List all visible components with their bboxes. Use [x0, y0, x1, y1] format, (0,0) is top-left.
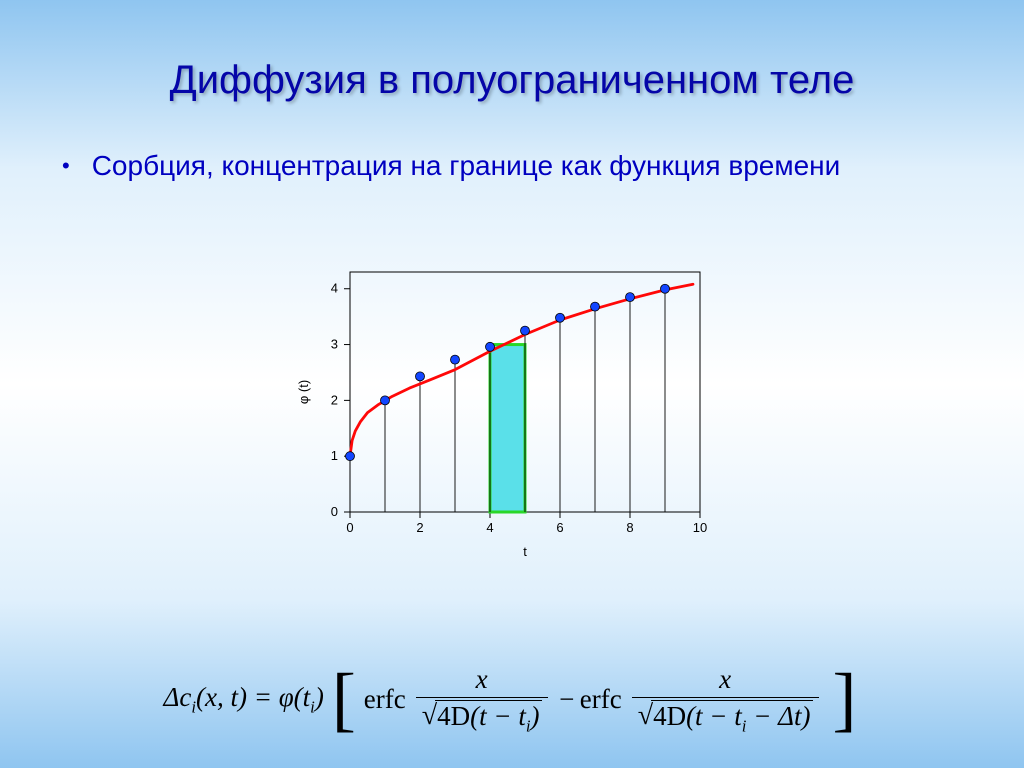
bullet-text: Сорбция, концентрация на границе как фун… [92, 147, 841, 185]
svg-text:t: t [523, 544, 527, 559]
svg-text:4: 4 [331, 281, 338, 296]
right-bracket: ] [829, 667, 861, 732]
bullet-item: • Сорбция, концентрация на границе как ф… [62, 147, 1024, 185]
formula-lhs: Δci(x, t) = φ(ti) [164, 682, 324, 717]
chart-container: 0 2 4 6 8 10 0 1 2 3 4 t φ (t) [280, 262, 740, 562]
svg-text:3: 3 [331, 337, 338, 352]
erfc-1: erfc [364, 684, 406, 715]
formula-container: Δci(x, t) = φ(ti) [ erfc x √4D(t − ti) −… [0, 664, 1024, 736]
formula: Δci(x, t) = φ(ti) [ erfc x √4D(t − ti) −… [164, 664, 861, 736]
svg-text:10: 10 [693, 520, 707, 535]
slide-title: Диффузия в полуограниченном теле [0, 0, 1024, 103]
svg-text:8: 8 [626, 520, 633, 535]
bullet-dot: • [62, 153, 70, 179]
chart-svg: 0 2 4 6 8 10 0 1 2 3 4 t φ (t) [280, 262, 740, 562]
svg-text:6: 6 [556, 520, 563, 535]
svg-text:1: 1 [331, 448, 338, 463]
left-bracket: [ [328, 667, 360, 732]
svg-text:0: 0 [331, 504, 338, 519]
svg-text:0: 0 [346, 520, 353, 535]
fraction-2: x √4D(t − ti − Δt) [632, 664, 819, 736]
svg-text:φ (t): φ (t) [296, 380, 311, 404]
svg-text:2: 2 [416, 520, 423, 535]
fraction-1: x √4D(t − ti) [416, 664, 548, 736]
svg-text:2: 2 [331, 392, 338, 407]
erfc-2: erfc [580, 684, 622, 715]
minus: − [558, 684, 576, 715]
svg-text:4: 4 [486, 520, 493, 535]
